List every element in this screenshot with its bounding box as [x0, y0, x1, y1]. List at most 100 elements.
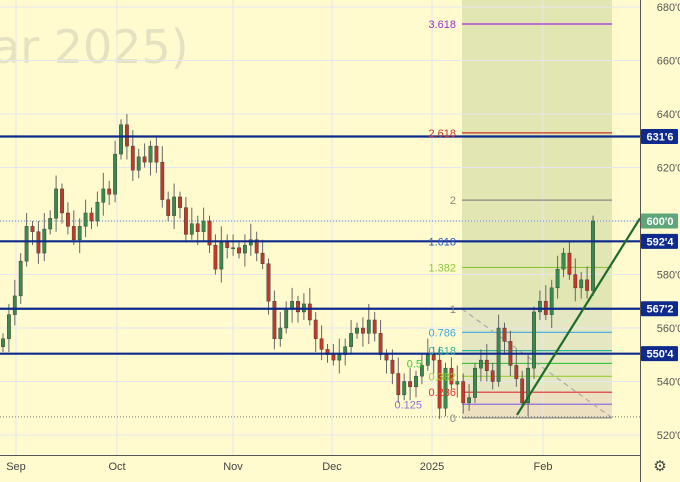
candle-body	[591, 220, 595, 291]
candle-body	[319, 338, 324, 350]
settings-gear-icon[interactable]: ⚙	[653, 458, 667, 475]
candle-body	[549, 287, 554, 315]
candle-body	[101, 188, 106, 203]
fib-level-label: 1.618	[428, 237, 456, 249]
candle-body	[414, 375, 418, 388]
fib-level-label: 0.5	[407, 358, 422, 370]
candle-body	[119, 124, 123, 155]
level-price-badge: 550'4	[646, 349, 674, 361]
candle-body	[107, 188, 112, 195]
candle-body	[396, 373, 401, 396]
time-tick-label: Dec	[322, 461, 342, 473]
candle-body	[555, 268, 560, 289]
candle-body	[561, 252, 566, 270]
candle-body	[520, 378, 525, 404]
candle-body	[77, 226, 82, 240]
price-tick-label: 640'0	[657, 109, 680, 121]
candle-body	[455, 381, 460, 385]
candle-body	[195, 223, 200, 232]
candle-body	[585, 279, 590, 291]
candle-body	[408, 381, 412, 388]
candle-body	[313, 319, 318, 339]
candle-body	[6, 314, 11, 339]
fib-level-label: 0.125	[394, 399, 422, 411]
candle-body	[178, 196, 182, 208]
candle-body	[437, 359, 442, 409]
time-tick-label: 2025	[420, 461, 444, 473]
candle-body	[18, 260, 23, 297]
level-price-badge-bg	[641, 233, 678, 249]
candle-body	[160, 161, 165, 200]
price-tick-label: 580'0	[657, 270, 680, 282]
candle-body	[272, 301, 277, 339]
candle-body	[148, 145, 153, 163]
candle-body	[461, 381, 466, 404]
candle-body	[573, 274, 578, 289]
candle-body	[260, 252, 265, 265]
candle-body	[526, 367, 531, 404]
candle-body	[130, 145, 135, 171]
fib-level-label: 1.382	[428, 262, 456, 274]
fib-level-label: 0.786	[428, 327, 456, 339]
price-tick-label: 540'0	[657, 377, 680, 389]
candle-body	[490, 370, 495, 382]
time-axis-bg	[0, 456, 640, 482]
candle-body	[60, 188, 64, 214]
time-tick-label: Sep	[6, 461, 26, 473]
candle-body	[372, 319, 377, 334]
fib-zone-upper	[462, 0, 612, 310]
time-tick-label: Nov	[223, 461, 243, 473]
candle-body	[538, 301, 542, 313]
candle-body	[183, 207, 188, 235]
candle-body	[166, 199, 171, 216]
candle-body	[331, 354, 336, 361]
fib-diagonal	[461, 308, 613, 419]
time-tick-label: Oct	[108, 461, 125, 473]
candle-body	[284, 309, 289, 329]
fib-level-label: 1	[450, 304, 456, 316]
candle-body	[473, 367, 477, 398]
fib-zone-bottom	[462, 392, 612, 418]
level-price-badge: 592'4	[646, 236, 674, 248]
candle-body	[237, 247, 241, 254]
candle-body	[154, 145, 159, 163]
fib-level-label: 0.236	[428, 387, 456, 399]
current-price-badge-bg	[641, 213, 678, 229]
candle-body	[337, 354, 342, 361]
candle-body	[213, 244, 218, 270]
candle-body	[142, 156, 147, 163]
price-tick-label: 660'0	[657, 56, 680, 68]
candle-body	[567, 252, 572, 275]
candle-body	[1, 338, 5, 347]
candle-body	[136, 156, 141, 171]
candle-body	[65, 212, 70, 227]
candle-body	[95, 202, 100, 222]
candle-body	[89, 212, 94, 222]
fib-level-label: 3.618	[428, 19, 456, 31]
candle-body	[201, 220, 206, 232]
candle-body	[278, 327, 283, 339]
candle-body	[502, 327, 507, 342]
level-price-badge-bg	[641, 301, 678, 317]
time-tick-label: Feb	[534, 461, 553, 473]
candle-body	[361, 327, 365, 334]
level-price-badge: 631'6	[646, 131, 673, 143]
candle-body	[579, 279, 584, 289]
candle-body	[172, 196, 176, 216]
candle-body	[443, 367, 448, 409]
candle-body	[402, 381, 407, 396]
level-price-badge-bg	[641, 128, 678, 144]
price-tick-label: 620'0	[657, 163, 680, 175]
fib-level-label: 0.618	[428, 346, 456, 358]
price-tick-label: 560'0	[657, 323, 680, 335]
candle-body	[467, 397, 471, 404]
fib-level-label: 2.618	[428, 128, 456, 140]
level-price-badge: 567'2	[646, 304, 673, 316]
candle-body	[207, 220, 212, 246]
candle-body	[514, 365, 519, 380]
price-tick-label: 520'0	[657, 430, 680, 442]
fib-level-label: 2	[450, 195, 456, 207]
candle-body	[349, 333, 353, 347]
fib-level-label: 0.382	[428, 371, 456, 383]
